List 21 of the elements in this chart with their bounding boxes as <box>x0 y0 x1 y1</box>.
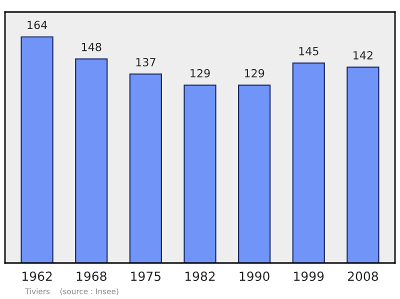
bar <box>20 36 54 263</box>
data-label: 129 <box>190 69 210 78</box>
data-label: 145 <box>299 47 318 56</box>
data-label: 129 <box>244 69 264 78</box>
x-tick-label: 1968 <box>76 272 106 282</box>
x-tick-label: 1982 <box>185 272 215 282</box>
bar <box>346 66 380 263</box>
bar <box>184 84 216 263</box>
x-tick-label: 2008 <box>348 272 378 282</box>
data-label: 164 <box>28 20 48 30</box>
x-tick-label: 1990 <box>240 272 270 282</box>
x-tick-label: 1999 <box>294 272 324 282</box>
bar <box>75 58 108 263</box>
bar <box>292 62 325 263</box>
x-tick-label: 1975 <box>131 272 160 282</box>
x-tick-label: 1962 <box>22 272 52 282</box>
bar <box>238 84 271 263</box>
data-label: 142 <box>354 51 372 60</box>
bar <box>129 74 162 263</box>
data-label: 137 <box>136 58 156 66</box>
data-label: 148 <box>82 42 102 52</box>
